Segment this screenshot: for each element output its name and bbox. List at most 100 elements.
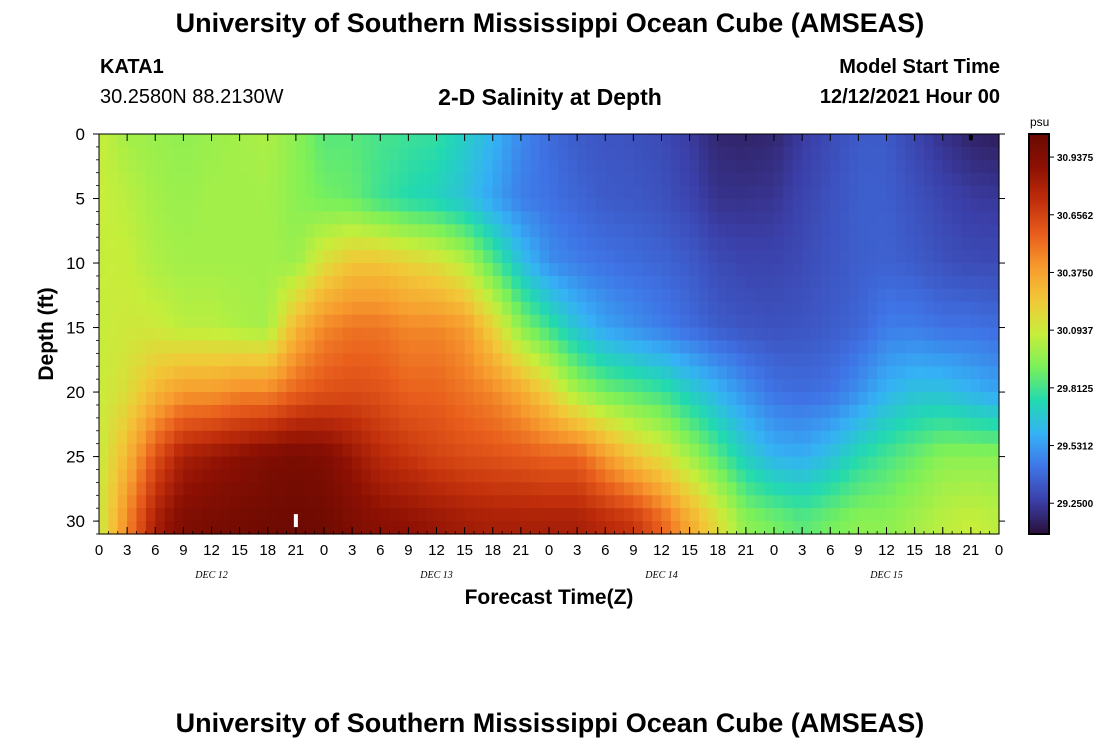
heatmap-cell bbox=[699, 146, 709, 161]
heatmap-cell bbox=[249, 301, 259, 316]
heatmap-cell bbox=[952, 508, 963, 522]
heatmap-cell bbox=[577, 469, 588, 483]
heatmap-cell bbox=[230, 275, 241, 290]
heatmap-cell bbox=[802, 482, 813, 496]
heatmap-cell bbox=[839, 521, 850, 535]
heatmap-cell bbox=[830, 198, 841, 213]
heatmap-cell bbox=[258, 327, 269, 342]
heatmap-cell bbox=[108, 469, 119, 483]
heatmap-cell bbox=[502, 288, 513, 303]
heatmap-cell bbox=[689, 314, 700, 329]
heatmap-cell bbox=[333, 430, 344, 445]
heatmap-cell bbox=[333, 275, 344, 290]
heatmap-cell bbox=[858, 237, 869, 251]
heatmap-cell bbox=[445, 495, 456, 509]
heatmap-cell bbox=[745, 404, 756, 419]
heatmap-cell bbox=[661, 263, 672, 277]
heatmap-cell bbox=[352, 250, 363, 264]
x-tick-label: 21 bbox=[288, 542, 305, 559]
heatmap-cell bbox=[464, 134, 475, 148]
heatmap-cell bbox=[464, 495, 475, 509]
heatmap-cell bbox=[708, 430, 719, 445]
heatmap-cell bbox=[567, 508, 578, 522]
heatmap-cell bbox=[455, 314, 466, 329]
heatmap-cell bbox=[952, 366, 963, 380]
heatmap-cell bbox=[164, 482, 175, 496]
heatmap-cell bbox=[211, 340, 222, 354]
heatmap-cell bbox=[267, 288, 278, 303]
heatmap-cell bbox=[361, 159, 372, 174]
heatmap-cell bbox=[783, 495, 794, 509]
heatmap-cell bbox=[895, 482, 906, 496]
heatmap-cell bbox=[145, 314, 156, 329]
heatmap-cell bbox=[680, 288, 691, 303]
heatmap-cell bbox=[164, 443, 175, 458]
heatmap-cell bbox=[417, 443, 428, 458]
heatmap-cell bbox=[295, 417, 306, 432]
heatmap-cell bbox=[408, 301, 419, 316]
heatmap-cell bbox=[370, 379, 381, 393]
heatmap-cell bbox=[670, 404, 681, 419]
heatmap-cell bbox=[295, 211, 306, 225]
heatmap-cell bbox=[295, 495, 306, 509]
x-tick-label: 0 bbox=[995, 542, 1003, 559]
heatmap-cell bbox=[624, 430, 634, 445]
heatmap-cell bbox=[305, 224, 316, 238]
heatmap-cell bbox=[736, 353, 747, 367]
heatmap-cell bbox=[792, 263, 803, 277]
heatmap-cell bbox=[820, 172, 831, 187]
heatmap-cell bbox=[970, 172, 981, 187]
heatmap-cell bbox=[886, 159, 897, 174]
heatmap-cell bbox=[399, 250, 409, 264]
heatmap-cell bbox=[136, 250, 147, 264]
heatmap-cell bbox=[839, 456, 850, 471]
heatmap-cell bbox=[849, 263, 859, 277]
heatmap-cell bbox=[811, 263, 822, 277]
heatmap-cell bbox=[970, 224, 981, 238]
heatmap-cell bbox=[708, 482, 719, 496]
heatmap-cell bbox=[774, 263, 784, 277]
heatmap-cell bbox=[830, 327, 841, 342]
heatmap-cell bbox=[717, 288, 728, 303]
heatmap-cell bbox=[764, 250, 775, 264]
heatmap-cell bbox=[492, 379, 503, 393]
heatmap-cell bbox=[783, 185, 794, 200]
heatmap-cell bbox=[689, 443, 700, 458]
heatmap-cell bbox=[361, 224, 372, 238]
heatmap-cell bbox=[286, 366, 297, 380]
heatmap-cell bbox=[633, 456, 644, 471]
heatmap-cell bbox=[989, 456, 1000, 471]
heatmap-cell bbox=[755, 146, 766, 161]
heatmap-cell bbox=[970, 392, 981, 406]
heatmap-cell bbox=[474, 340, 484, 354]
heatmap-cell bbox=[399, 340, 409, 354]
heatmap-cell bbox=[924, 379, 934, 393]
heatmap-cell bbox=[567, 211, 578, 225]
heatmap-cell bbox=[530, 495, 541, 509]
heatmap-cell bbox=[802, 366, 813, 380]
heatmap-cell bbox=[830, 288, 841, 303]
heatmap-cell bbox=[895, 456, 906, 471]
heatmap-cell bbox=[324, 443, 334, 458]
heatmap-cell bbox=[970, 198, 981, 213]
heatmap-cell bbox=[633, 417, 644, 432]
heatmap-cell bbox=[858, 404, 869, 419]
heatmap-cell bbox=[408, 456, 419, 471]
heatmap-cell bbox=[352, 366, 363, 380]
heatmap-cell bbox=[211, 237, 222, 251]
heatmap-cell bbox=[989, 443, 1000, 458]
heatmap-cell bbox=[558, 224, 569, 238]
heatmap-cell bbox=[980, 482, 991, 496]
heatmap-cell bbox=[867, 392, 878, 406]
heatmap-cell bbox=[408, 275, 419, 290]
heatmap-cell bbox=[99, 172, 109, 187]
heatmap-cell bbox=[380, 495, 391, 509]
heatmap-cell bbox=[745, 327, 756, 342]
heatmap-cell bbox=[539, 172, 550, 187]
heatmap-cell bbox=[108, 392, 119, 406]
heatmap-cell bbox=[145, 456, 156, 471]
heatmap-cell bbox=[699, 379, 709, 393]
heatmap-cell bbox=[914, 469, 925, 483]
heatmap-cell bbox=[324, 392, 334, 406]
heatmap-cell bbox=[539, 392, 550, 406]
